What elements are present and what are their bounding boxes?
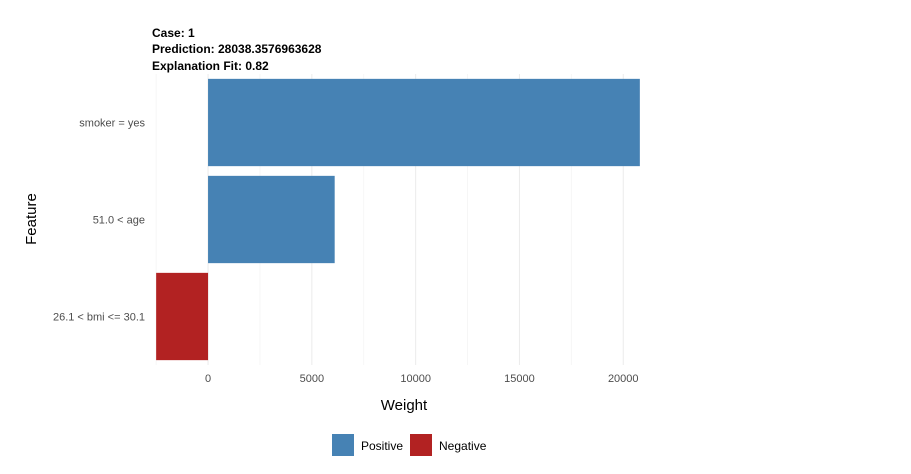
y-tick-label-2: 26.1 < bmi <= 30.1 <box>53 312 145 324</box>
legend-swatch-1 <box>410 434 432 456</box>
explanation-fit-label: Explanation Fit: 0.82 <box>152 59 269 73</box>
bar-2 <box>156 272 209 361</box>
y-axis-label: Feature <box>23 193 40 245</box>
prediction-label: Prediction: 28038.3576963628 <box>152 42 322 56</box>
x-tick-label-0: 0 <box>205 373 211 385</box>
legend-label-0: Positive <box>361 439 403 453</box>
x-tick-label-2: 10000 <box>400 373 431 385</box>
legend: Positive Negative <box>332 434 487 456</box>
x-tick-label-1: 5000 <box>300 373 324 385</box>
legend-label-1: Negative <box>439 439 487 453</box>
x-tick-label-4: 20000 <box>608 373 639 385</box>
case-label: Case: 1 <box>152 26 195 40</box>
legend-swatch-0 <box>332 434 354 456</box>
bars <box>156 78 640 361</box>
bar-0 <box>208 78 640 167</box>
y-tick-label-1: 51.0 < age <box>93 215 145 227</box>
x-tick-label-3: 15000 <box>504 373 535 385</box>
x-tick-labels: 0 5000 10000 15000 20000 <box>205 373 639 385</box>
y-tick-label-0: smoker = yes <box>79 118 145 130</box>
bar-1 <box>208 175 335 264</box>
x-axis-label: Weight <box>381 397 428 414</box>
y-tick-labels: smoker = yes 51.0 < age 26.1 < bmi <= 30.1 <box>53 118 146 324</box>
